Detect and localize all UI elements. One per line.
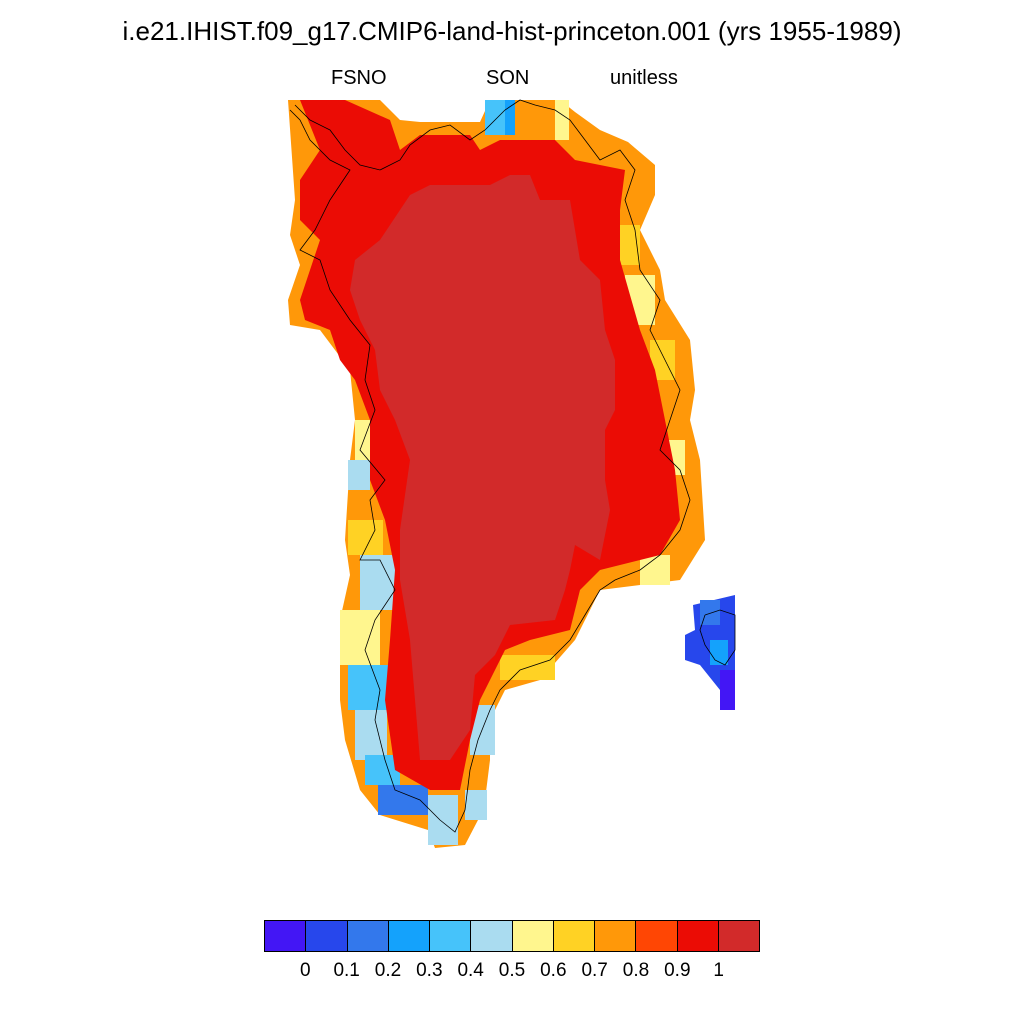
- iceland-patch: [710, 640, 728, 665]
- colorbar-tick-label: 0.9: [664, 960, 691, 981]
- colorbar-tick-label: 0.1: [333, 960, 360, 981]
- colorbar-tick-label: 0: [300, 960, 311, 981]
- colorbar-swatch: [512, 921, 554, 951]
- colorbar-swatch: [430, 921, 472, 951]
- plot-title: i.e21.IHIST.f09_g17.CMIP6-land-hist-prin…: [122, 16, 902, 46]
- colorbar-tick-label: 0.4: [457, 960, 484, 981]
- colorbar-swatch: [677, 921, 719, 951]
- lightblue-patch: [348, 460, 370, 490]
- yellow-patch: [340, 610, 380, 665]
- colorbar-swatch: [388, 921, 430, 951]
- colorbar-swatch: [347, 921, 389, 951]
- variable-label: FSNO: [331, 67, 387, 89]
- colorbar-tick-label: 0.7: [581, 960, 608, 981]
- yellow-patch: [640, 555, 670, 585]
- colorbar-swatch: [718, 921, 759, 951]
- colorbar-tick-label: 0.6: [540, 960, 567, 981]
- greenland-coastline: [289, 99, 691, 833]
- lightblue-patch: [465, 790, 487, 820]
- colorbar-tick-label: 1: [713, 960, 724, 981]
- season-label: SON: [486, 67, 530, 89]
- colorbar-swatch: [636, 921, 678, 951]
- colorbar-ticks: 0 0.1 0.2 0.3 0.4 0.5 0.6 0.7 0.8 0.9 1: [264, 960, 760, 984]
- colorbar-tick-label: 0.2: [374, 960, 402, 981]
- colorbar-swatch: [471, 921, 513, 951]
- yellow-patch: [555, 100, 569, 140]
- iceland-patch: [720, 670, 735, 710]
- lightblue-patch: [505, 100, 515, 135]
- colorbar-swatch: [306, 921, 348, 951]
- colorbar-tick-label: 0.5: [498, 960, 526, 981]
- lightblue-patch: [348, 665, 388, 710]
- colorbar-swatch: [553, 921, 595, 951]
- units-label: unitless: [610, 67, 678, 89]
- coastline: [289, 99, 736, 833]
- lightblue-patch: [428, 795, 458, 845]
- lightblue-patch: [355, 710, 387, 760]
- colorbar-tick-label: 0.8: [622, 960, 650, 981]
- colorbar-swatch: [265, 921, 307, 951]
- colorbar-swatch: [595, 921, 637, 951]
- colorbar: [264, 920, 760, 952]
- lightblue-patch: [360, 555, 395, 610]
- iceland-patch: [700, 600, 720, 625]
- greenland-interior: [350, 175, 615, 760]
- colorbar-tick-label: 0.3: [416, 960, 443, 981]
- iceland-coastline: [699, 609, 736, 666]
